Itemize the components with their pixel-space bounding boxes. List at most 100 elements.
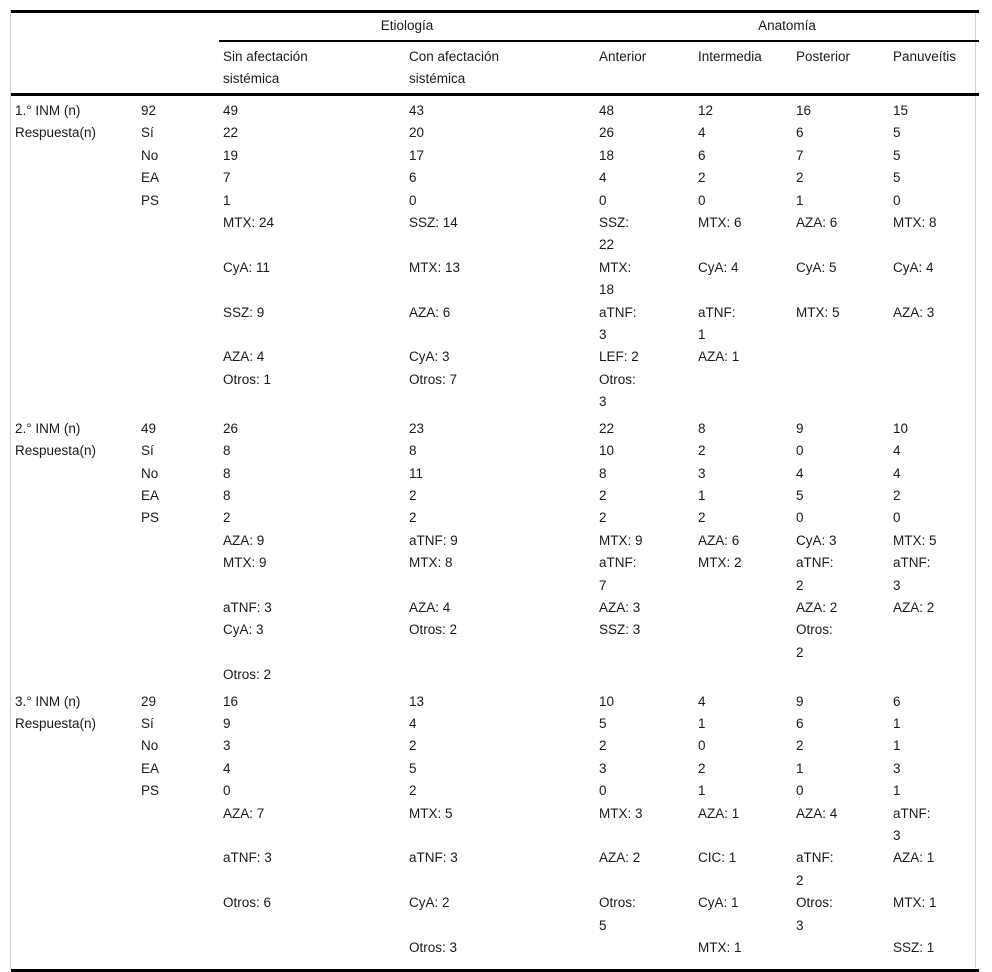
table-row: PS 2 2 2 2 0 0	[11, 507, 979, 529]
table-cell: SSZ: 22	[599, 215, 630, 253]
inm-treatment-table: Etiología Anatomía Sin afectación sistémi…	[11, 10, 980, 972]
table-cell: 2	[698, 170, 706, 186]
table-cell: 12	[698, 103, 714, 118]
table-cell: EA	[141, 487, 160, 503]
column-header-0	[11, 41, 137, 96]
table-cell: Otros: 6	[223, 895, 272, 911]
table-cell: 1.° INM (n)	[15, 103, 81, 118]
table-cell: CyA: 4	[893, 259, 934, 275]
table-cell	[405, 664, 595, 686]
table-cell: MTX: 5	[409, 805, 453, 821]
group-header-row: Etiología Anatomía	[11, 11, 980, 42]
table-cell: 49	[141, 420, 157, 436]
table-cell: 10	[893, 420, 909, 436]
table-cell: CyA: 3	[409, 349, 450, 365]
table-cell: 2	[599, 510, 607, 526]
table-cell: 0	[796, 783, 804, 799]
table-cell	[11, 369, 137, 414]
table-cell	[11, 758, 137, 780]
table-row: Respuesta(n) Sí 8 8 10 2 0 4	[11, 440, 979, 462]
table-cell: AZA: 1	[698, 805, 740, 821]
table-cell: MTX: 5	[893, 532, 937, 548]
table-cell: Otros: 3	[409, 940, 458, 956]
table-row: Respuesta(n) Sí 9 4 5 1 6 1	[11, 713, 979, 735]
table-cell	[11, 190, 137, 212]
table-cell	[137, 212, 219, 257]
table-cell	[11, 735, 137, 757]
table-cell: CyA: 11	[223, 259, 271, 275]
table-row: 1.° INM (n) 92 49 43 48 12 16 15	[11, 95, 979, 123]
table-cell: aTNF: 3	[409, 850, 458, 866]
table-cell: LEF: 2	[599, 349, 639, 365]
table-cell: 4	[698, 693, 706, 709]
table-cell: MTX: 9	[599, 532, 643, 548]
table-cell: 5	[796, 487, 804, 503]
table-cell: 48	[599, 103, 615, 118]
table-cell: 6	[698, 147, 706, 163]
table-cell: 4	[698, 125, 706, 141]
table-cell	[137, 302, 219, 347]
table-cell: CIC: 1	[698, 850, 737, 866]
table-cell: AZA: 1	[698, 349, 740, 365]
table-cell	[11, 167, 137, 189]
table-cell	[694, 369, 792, 414]
table-cell	[137, 937, 219, 971]
table-cell	[11, 507, 137, 529]
table-cell: 49	[223, 103, 239, 118]
table-cell	[595, 664, 694, 686]
table-cell: AZA: 6	[698, 532, 740, 548]
table-header: Etiología Anatomía Sin afectación sistémi…	[11, 11, 980, 96]
table-cell	[11, 803, 137, 848]
table-cell: 11	[409, 465, 424, 481]
table-cell	[694, 597, 792, 619]
table-cell: MTX: 9	[223, 555, 267, 571]
table-row: EA 7 6 4 2 2 5	[11, 167, 979, 189]
table-cell: 1	[893, 783, 901, 799]
table-row: 2.° INM (n) 49 26 23 22 8 9 10	[11, 414, 979, 440]
table-cell: 17	[409, 147, 425, 163]
table-cell	[11, 552, 137, 597]
table-cell	[137, 892, 219, 937]
table-row: No 8 11 8 3 4 4	[11, 463, 979, 485]
table-cell: 18	[599, 147, 615, 163]
table-cell: 0	[599, 783, 607, 799]
table-cell: 8	[409, 443, 417, 459]
table-cell: AZA: 2	[796, 599, 838, 615]
table-cell: Otros: 2	[796, 622, 833, 660]
table-cell	[137, 552, 219, 597]
table-cell: 19	[223, 147, 239, 163]
table-cell: AZA: 6	[796, 215, 838, 231]
table-cell: 2	[698, 443, 706, 459]
table-cell	[11, 145, 137, 167]
table-cell: 13	[409, 693, 425, 709]
table-cell: 5	[599, 715, 607, 731]
table-cell: 1	[698, 487, 706, 503]
table-cell	[792, 346, 889, 368]
table-cell: Sí	[141, 443, 154, 459]
table-cell: Otros: 5	[599, 895, 636, 933]
table-cell: 20	[409, 125, 425, 141]
table-cell: 22	[599, 420, 615, 436]
table-cell: Sí	[141, 715, 154, 731]
table-cell: MTX: 8	[893, 215, 937, 231]
table-cell	[792, 937, 889, 971]
table-cell: 2	[409, 783, 417, 799]
table-cell	[219, 937, 405, 971]
table-cell: 0	[599, 192, 607, 208]
table-cell: aTNF: 3	[223, 599, 272, 615]
table-cell: AZA: 4	[223, 349, 265, 365]
table-cell: MTX: 1	[893, 895, 937, 911]
table-cell: MTX: 24	[223, 215, 275, 231]
table-cell: Otros: 3	[796, 895, 833, 933]
table-cell: 5	[893, 125, 901, 141]
table-row: aTNF: 3 AZA: 4 AZA: 3 AZA: 2 AZA: 2	[11, 597, 979, 619]
table-cell: 4	[796, 465, 804, 481]
table-cell	[11, 847, 137, 892]
table-row: AZA: 7 MTX: 5 MTX: 3 AZA: 1 AZA: 4 aTNF: 3	[11, 803, 979, 848]
table-cell: aTNF: 1	[698, 304, 736, 343]
table-cell	[11, 937, 137, 971]
table-cell: 16	[796, 103, 812, 118]
table-cell: 4	[223, 760, 231, 776]
table-cell: 2	[698, 510, 706, 526]
table-cell: 22	[223, 125, 239, 141]
